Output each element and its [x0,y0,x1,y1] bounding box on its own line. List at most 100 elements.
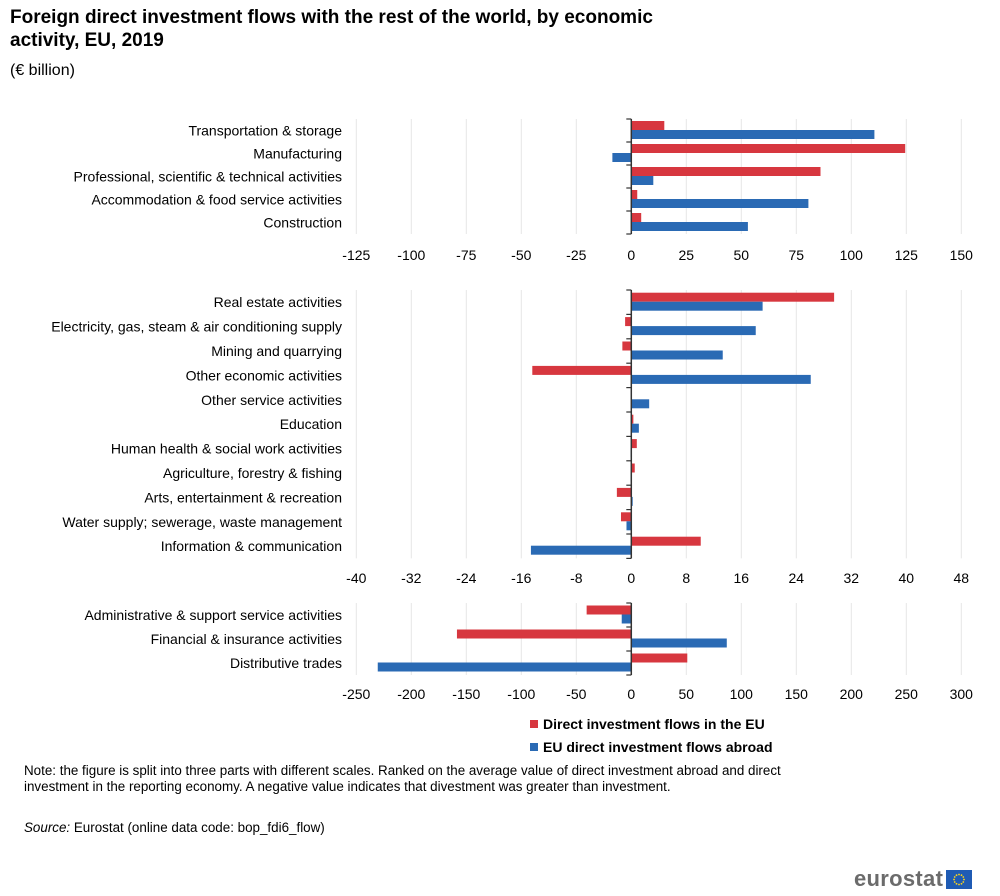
bar-inflow [631,414,634,424]
bar-outflow [631,326,756,336]
x-tick-label: -75 [456,247,476,263]
legend-item-inflow: Direct investment flows in the EU [530,712,773,735]
x-tick-label: -25 [566,247,586,263]
legend-swatch-outflow [530,742,538,751]
source-line: Source: Eurostat (online data code: bop_… [24,820,325,835]
x-tick-label: 0 [627,570,635,586]
bar-outflow [631,374,811,384]
x-tick-label: 8 [682,570,690,586]
legend: Direct investment flows in the EU EU dir… [530,712,773,758]
category-label: Manufacturing [253,146,342,162]
category-label: Other service activities [201,392,342,408]
x-tick-label: -50 [566,686,586,700]
chart-title: Foreign direct investment flows with the… [10,7,653,51]
x-tick-label: 40 [899,570,915,586]
x-tick-label: -40 [346,570,366,586]
bar-inflow [631,439,637,449]
bar-outflow [631,423,639,433]
bar-outflow [631,638,727,648]
chart-subtitle: (€ billion) [10,62,75,79]
category-label: Financial & insurance activities [151,631,342,647]
bar-outflow [377,662,632,672]
x-tick-label: 24 [789,570,805,586]
x-tick-label: 16 [734,570,750,586]
bar-outflow [631,301,763,311]
x-tick-label: 150 [785,686,809,700]
x-tick-label: -100 [397,247,425,263]
x-tick-label: 150 [950,247,974,263]
x-tick-label: -200 [397,686,425,700]
category-label: Other economic activities [186,367,342,383]
legend-item-outflow: EU direct investment flows abroad [530,735,773,758]
bar-inflow [616,487,632,497]
category-label: Construction [263,215,342,231]
bar-inflow [631,144,906,153]
x-tick-label: -8 [570,570,583,586]
category-label: Transportation & storage [188,123,342,139]
chart-panel-3: -250 -200 -150 -100 -50 0 50 100 150 200 250 300 Adm… [84,602,974,700]
bar-inflow [631,121,665,130]
bar-outflow [631,176,654,185]
bar-outflow [631,222,748,231]
legend-swatch-inflow [530,719,538,728]
bar-inflow [631,167,821,176]
x-tick-label: 50 [679,686,695,700]
bar-outflow [530,545,632,555]
logo-text: eurostat [854,866,944,891]
x-tick-label: -32 [401,570,421,586]
bar-inflow [625,317,632,327]
x-tick-label: 0 [627,686,635,700]
x-tick-label: -50 [511,247,531,263]
bar-inflow [631,213,642,222]
category-label: Real estate activities [214,294,342,310]
bar-inflow [631,536,701,546]
category-label: Mining and quarrying [211,343,342,359]
x-tick-label: 25 [679,247,695,263]
bar-inflow [620,512,632,522]
chart-panel-1: -125 -100 -75 -50 -25 0 25 50 75 100 125 150 Transpo… [74,118,974,263]
x-tick-label: 48 [954,570,970,586]
x-tick-label: -24 [456,570,476,586]
x-tick-label: 0 [627,247,635,263]
category-label: Professional, scientific & technical act… [74,169,342,185]
x-tick-label: 75 [789,247,805,263]
bar-inflow [532,365,632,375]
x-tick-label: 100 [730,686,754,700]
bar-outflow [631,199,809,208]
bar-outflow [621,614,632,624]
x-tick-label: -16 [511,570,531,586]
bar-inflow [631,190,638,199]
x-tick-label: 200 [840,686,864,700]
x-tick-label: 50 [734,247,750,263]
x-tick-label: -100 [507,686,535,700]
bar-inflow [631,292,835,302]
x-tick-label: 100 [840,247,864,263]
x-tick-label: -150 [452,686,480,700]
chart-panel-2: -40 -32 -24 -16 -8 0 8 16 24 32 40 48 Real estate ac… [51,289,970,586]
bar-inflow [631,463,635,473]
bar-inflow [586,605,632,615]
bar-outflow [626,521,632,531]
bar-outflow [631,399,650,409]
category-label: Information & communication [161,538,342,554]
x-tick-label: 125 [895,247,919,263]
bar-outflow [612,153,632,162]
x-tick-label: 32 [844,570,860,586]
category-label: Administrative & support service activit… [84,607,342,623]
category-label: Electricity, gas, steam & air conditioni… [51,319,342,335]
category-label: Agriculture, forestry & fishing [163,465,342,481]
category-label: Arts, entertainment & recreation [144,489,342,505]
category-label: Accommodation & food service activities [91,192,342,208]
charts-canvas: -125 -100 -75 -50 -25 0 25 50 75 100 125 150Transpo… [51,118,974,700]
bar-inflow [456,629,632,639]
category-label: Education [280,416,342,432]
category-label: Water supply; sewerage, waste management [62,514,342,530]
bar-inflow [622,341,632,351]
category-label: Human health & social work activities [111,441,342,457]
bar-inflow [631,653,688,663]
x-tick-label: 300 [950,686,974,700]
eurostat-logo: eurostat [854,866,973,892]
footnote: Note: the figure is split into three par… [24,763,781,794]
x-tick-label: 250 [895,686,919,700]
bar-outflow [631,130,875,139]
